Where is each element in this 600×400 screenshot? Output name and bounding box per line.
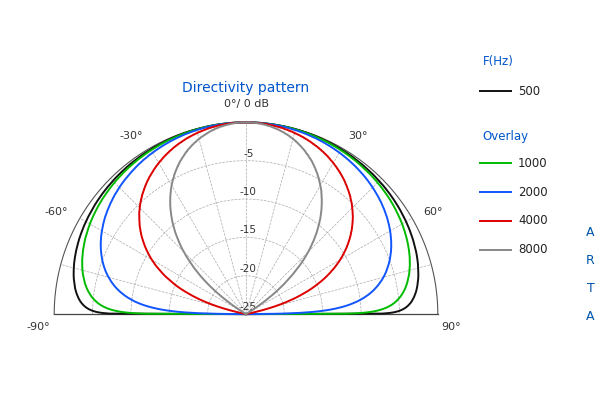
Text: A: A xyxy=(586,226,595,238)
Text: -20: -20 xyxy=(240,264,257,274)
Text: -10: -10 xyxy=(240,187,257,197)
Text: R: R xyxy=(586,254,595,266)
Text: 1000: 1000 xyxy=(518,157,548,170)
Text: -90°: -90° xyxy=(27,322,50,332)
Text: 30°: 30° xyxy=(349,131,368,141)
Text: -30°: -30° xyxy=(120,131,143,141)
Text: -60°: -60° xyxy=(45,206,68,216)
Text: F(Hz): F(Hz) xyxy=(482,55,513,68)
Text: 500: 500 xyxy=(518,85,540,98)
Text: Overlay: Overlay xyxy=(482,130,529,142)
Text: 90°: 90° xyxy=(442,322,461,332)
Text: Directivity pattern: Directivity pattern xyxy=(182,81,310,95)
Text: 0°/ 0 dB: 0°/ 0 dB xyxy=(223,99,269,109)
Text: -5: -5 xyxy=(243,149,253,159)
Text: 2000: 2000 xyxy=(518,186,548,198)
Text: A: A xyxy=(586,310,595,322)
Text: -15: -15 xyxy=(240,226,257,236)
Text: T: T xyxy=(587,282,594,294)
Text: 60°: 60° xyxy=(424,206,443,216)
Text: 8000: 8000 xyxy=(518,243,548,256)
Text: -25: -25 xyxy=(240,302,257,312)
Text: 4000: 4000 xyxy=(518,214,548,227)
